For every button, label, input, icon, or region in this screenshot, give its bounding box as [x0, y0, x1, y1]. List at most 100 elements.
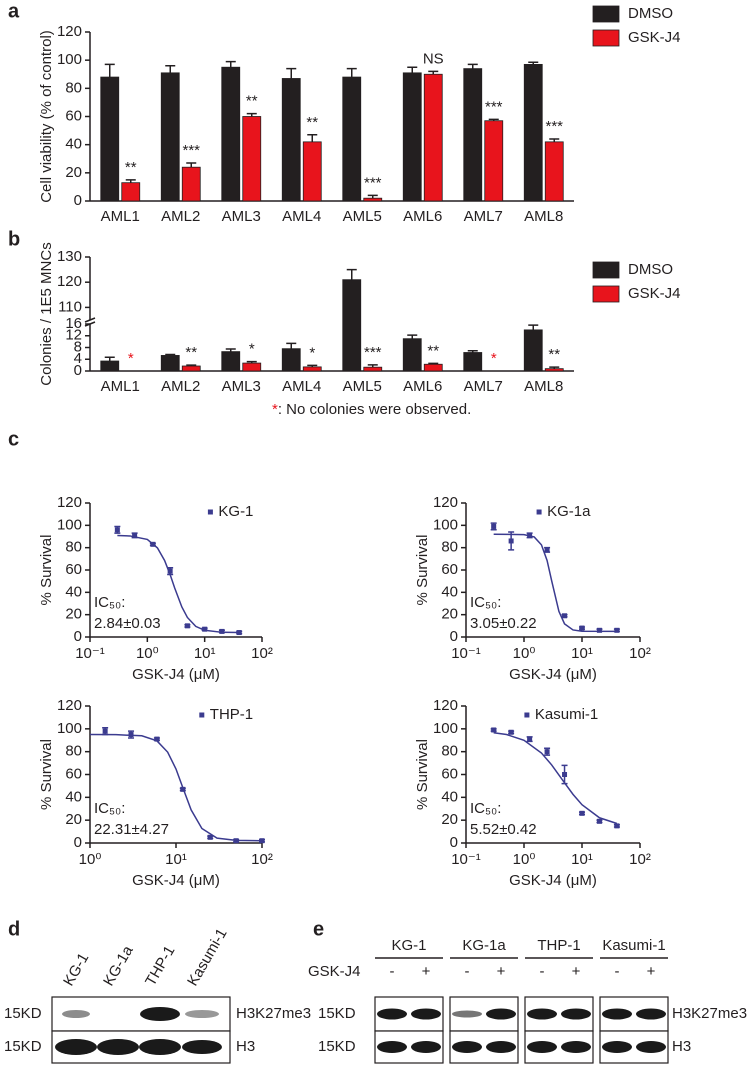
legend-label: THP-1: [210, 706, 253, 723]
legend-marker: [199, 712, 205, 718]
ic50-value: 2.84±0.03: [94, 615, 161, 632]
bar: [121, 182, 141, 202]
bar: [463, 68, 483, 202]
y-tick-label: 40: [65, 788, 82, 805]
point: [150, 541, 156, 547]
x-tick-label: 10¹: [165, 851, 187, 868]
bar: [523, 63, 543, 202]
band: [452, 1041, 482, 1053]
size-label: 15KD: [318, 1038, 356, 1055]
bar: [221, 66, 241, 202]
error-bar: [225, 348, 236, 352]
significance: *: [491, 350, 497, 367]
panel-label: d: [8, 918, 20, 940]
footnote-marker: *: [272, 401, 278, 418]
blot-e: GSK-J4 15KD 15KD H3K27me3 H3 KG-1 - + KG-1a…: [308, 937, 747, 1064]
error-bar: [286, 67, 297, 79]
x-tick-label: 10²: [629, 851, 651, 868]
significance: ***: [182, 142, 200, 159]
ic50-label: IC₅₀:: [94, 594, 125, 611]
y-tick-label: 0: [74, 628, 82, 645]
error-bar: [246, 112, 257, 117]
point: [180, 786, 186, 792]
band: [140, 1007, 180, 1021]
y-tick-label: 120: [57, 494, 82, 511]
x-tick-label: AML7: [464, 208, 503, 225]
y-tick-label: 40: [441, 583, 458, 600]
y-tick-label: 100: [57, 51, 82, 68]
lane-label: KG-1a: [100, 942, 137, 989]
point: [579, 625, 585, 631]
x-tick-label: AML6: [403, 378, 442, 395]
y-tick-label: 0: [74, 192, 82, 209]
bar: [302, 366, 322, 372]
point: [233, 838, 239, 844]
significance: NS: [423, 50, 444, 67]
lane-sign: -: [615, 963, 620, 980]
band: [62, 1010, 90, 1018]
point: [562, 613, 568, 619]
band: [139, 1039, 181, 1055]
point: [614, 823, 620, 829]
y-tick-label: 130: [57, 248, 82, 265]
y-axis-label: % Survival: [414, 535, 431, 606]
error-bar: [125, 179, 136, 183]
point: [184, 623, 190, 629]
band: [486, 1041, 516, 1053]
band: [561, 1041, 591, 1053]
x-tick-label: 10⁻¹: [75, 645, 105, 662]
band: [561, 1008, 591, 1020]
point: [562, 772, 568, 777]
legend-label: KG-1a: [547, 503, 591, 520]
bar: [181, 365, 201, 372]
significance: ***: [364, 344, 382, 361]
error-bar: [488, 118, 499, 121]
x-tick-label: 10⁰: [136, 645, 159, 662]
x-tick-label: AML4: [282, 378, 321, 395]
point: [544, 749, 550, 755]
point: [132, 532, 138, 538]
y-tick-label: 0: [450, 628, 458, 645]
lane-sign: +: [422, 963, 431, 980]
bar: [160, 72, 180, 202]
error-bar: [307, 364, 318, 367]
y-tick-label: 16: [65, 315, 82, 332]
legend-marker: [207, 509, 213, 515]
panel-label: c: [8, 428, 19, 450]
error-bar: [225, 60, 236, 68]
lane-label: THP-1: [142, 943, 178, 989]
bar: [242, 362, 262, 372]
significance: **: [548, 346, 560, 363]
x-tick-label: 10¹: [571, 851, 593, 868]
lane-label: Kasumi-1: [184, 926, 230, 989]
bar: [423, 73, 443, 202]
x-tick-label: 10¹: [194, 645, 216, 662]
band: [411, 1008, 441, 1020]
significance: **: [246, 93, 258, 110]
error-bar: [467, 349, 478, 353]
band: [55, 1039, 97, 1055]
significance: **: [185, 344, 197, 361]
y-tick-label: 40: [65, 583, 82, 600]
error-bar: [346, 268, 357, 280]
error-bar: [467, 63, 478, 69]
x-tick-label: AML2: [161, 378, 200, 395]
significance: ***: [485, 98, 503, 115]
x-tick-label: 10⁰: [513, 851, 536, 868]
band: [377, 1008, 407, 1020]
x-tick-label: AML4: [282, 208, 321, 225]
lane-sign: +: [497, 963, 506, 980]
error-bar: [528, 61, 539, 65]
y-tick-label: 80: [441, 743, 458, 760]
bar: [160, 355, 180, 372]
bar: [302, 141, 322, 202]
bar: [281, 348, 301, 372]
band: [452, 1010, 482, 1018]
legend-label: GSK-J4: [628, 29, 681, 46]
y-tick-label: 0: [74, 834, 82, 851]
band: [486, 1008, 516, 1020]
band: [602, 1008, 632, 1020]
bar: [342, 76, 362, 202]
y-axis-label: % Survival: [38, 739, 55, 810]
legend-swatch: [592, 29, 620, 47]
